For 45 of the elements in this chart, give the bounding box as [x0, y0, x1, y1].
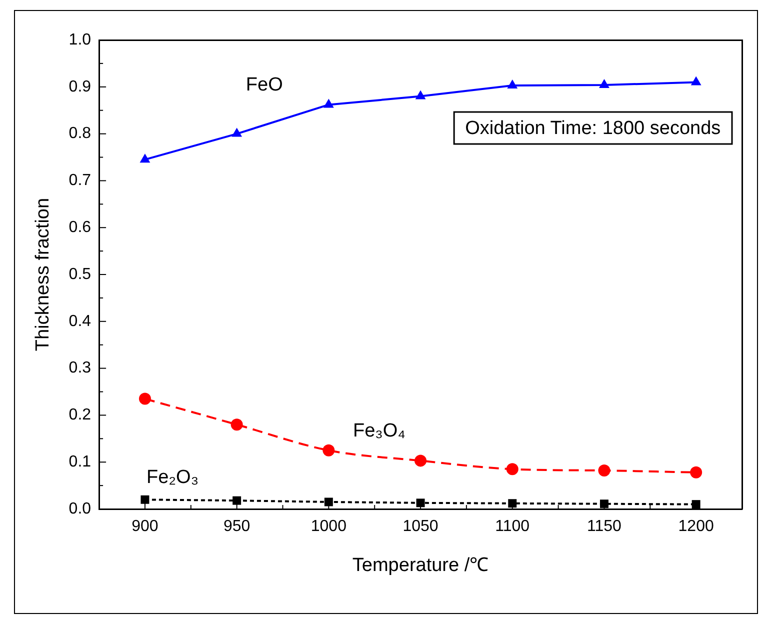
point — [598, 464, 610, 477]
point — [506, 463, 518, 476]
point — [140, 495, 150, 504]
annotation: Oxidation Time: 1800 seconds — [465, 118, 721, 140]
point — [416, 498, 425, 508]
y-tick-label: 0.7 — [68, 172, 92, 190]
y-tick-label: 0.8 — [68, 125, 92, 142]
point — [323, 98, 334, 108]
x-tick-label: 900 — [132, 518, 158, 536]
y-tick-label: 0.9 — [68, 78, 92, 96]
point — [415, 90, 426, 100]
x-tick-label: 1200 — [678, 518, 714, 536]
point — [600, 500, 608, 508]
y-tick-label: 1.0 — [68, 31, 92, 48]
point — [140, 154, 150, 163]
x-tick-label: 1150 — [587, 518, 622, 536]
x-axis-title: Temperature /℃ — [352, 554, 489, 576]
y-tick-label: 0.0 — [68, 500, 92, 518]
series-label: Fe₃O₄ — [352, 420, 406, 442]
y-tick-label: 0.1 — [68, 454, 92, 471]
x-tick-label: 1050 — [402, 518, 438, 536]
point — [322, 444, 335, 456]
point — [232, 496, 242, 505]
y-tick-label: 0.3 — [68, 360, 92, 377]
x-tick-label: 1000 — [310, 518, 347, 536]
y-tick-label: 0.4 — [68, 312, 92, 330]
point — [232, 128, 242, 137]
point — [324, 498, 333, 506]
point — [692, 500, 700, 509]
point — [599, 79, 610, 88]
point — [138, 392, 151, 405]
point — [507, 79, 518, 88]
series-label: Fe₂O₃ — [146, 467, 199, 488]
y-tick-label: 0.5 — [68, 266, 92, 283]
y-tick-label: 0.6 — [68, 219, 92, 236]
point — [508, 499, 517, 508]
point — [414, 454, 427, 467]
series-label: FeO — [246, 74, 283, 96]
y-tick-label: 0.2 — [68, 406, 92, 424]
x-tick-label: 950 — [223, 518, 250, 536]
point — [230, 418, 243, 431]
y-axis-title: Thickness fraction — [32, 198, 54, 352]
point — [690, 76, 702, 86]
point — [690, 466, 702, 478]
x-tick-label: 1100 — [495, 518, 530, 536]
